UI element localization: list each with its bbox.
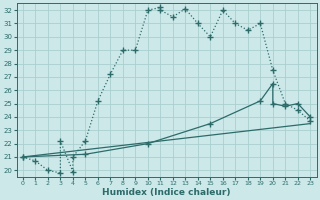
X-axis label: Humidex (Indice chaleur): Humidex (Indice chaleur)	[102, 188, 231, 197]
